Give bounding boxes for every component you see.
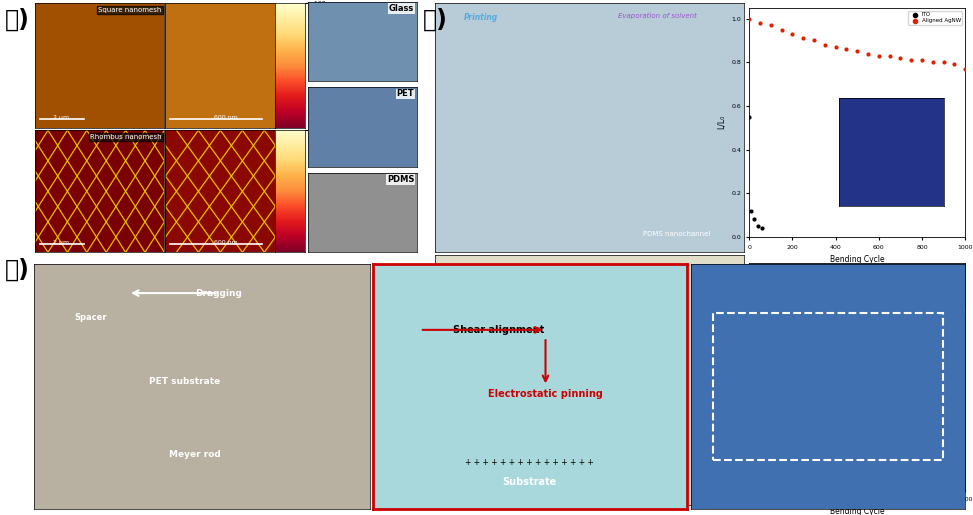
Point bbox=[871, 286, 886, 295]
Point bbox=[752, 19, 768, 27]
Point bbox=[936, 58, 952, 66]
Text: Electrostatic pinning: Electrostatic pinning bbox=[488, 389, 603, 399]
X-axis label: Bending Cycle: Bending Cycle bbox=[830, 255, 884, 264]
Point bbox=[796, 280, 811, 288]
Text: Random → Pre-alignment → Capillary alignment: Random → Pre-alignment → Capillary align… bbox=[515, 492, 665, 497]
Point bbox=[748, 373, 764, 381]
Point bbox=[915, 289, 930, 297]
Text: Evaporation of solvent: Evaporation of solvent bbox=[618, 12, 697, 19]
Text: Printing: Printing bbox=[464, 12, 498, 22]
Text: 600 nm: 600 nm bbox=[214, 115, 237, 120]
Point bbox=[807, 453, 822, 461]
Point bbox=[807, 280, 822, 288]
Point bbox=[741, 113, 757, 121]
Point bbox=[925, 291, 941, 299]
Point bbox=[892, 54, 908, 62]
Point bbox=[774, 276, 789, 284]
Text: Glass: Glass bbox=[389, 4, 414, 13]
Point bbox=[763, 21, 778, 29]
Legend: ITO, Aligned AgNW: ITO, Aligned AgNW bbox=[908, 10, 962, 25]
Point bbox=[904, 56, 919, 64]
Point bbox=[839, 45, 854, 54]
Point bbox=[776, 438, 792, 446]
Point bbox=[796, 34, 811, 42]
Text: Substrate: Substrate bbox=[503, 477, 557, 487]
Point bbox=[817, 282, 833, 290]
Point bbox=[892, 289, 908, 297]
Point bbox=[754, 224, 770, 232]
Point bbox=[784, 442, 800, 450]
Point bbox=[882, 52, 897, 60]
Bar bbox=[713, 313, 943, 460]
Point bbox=[743, 207, 759, 215]
Point bbox=[784, 30, 800, 38]
Text: Meyer rod: Meyer rod bbox=[169, 451, 221, 459]
Point bbox=[957, 65, 973, 73]
Point bbox=[947, 291, 962, 299]
Point bbox=[741, 280, 757, 288]
Point bbox=[936, 291, 952, 299]
Point bbox=[849, 464, 865, 472]
Point bbox=[784, 278, 800, 286]
Point bbox=[849, 284, 865, 293]
Point bbox=[807, 37, 822, 45]
Point bbox=[947, 60, 962, 68]
Point bbox=[741, 14, 757, 23]
Text: Rhombus nanomesh: Rhombus nanomesh bbox=[90, 134, 162, 140]
Point bbox=[871, 52, 886, 60]
Y-axis label: L/L₀: L/L₀ bbox=[717, 115, 726, 129]
Text: 다): 다) bbox=[5, 258, 30, 282]
Point bbox=[774, 25, 789, 33]
Point bbox=[750, 222, 766, 230]
Point bbox=[743, 330, 759, 338]
X-axis label: Bending Cycle: Bending Cycle bbox=[830, 507, 884, 515]
Point bbox=[741, 269, 757, 278]
Text: Spacer: Spacer bbox=[74, 313, 107, 322]
Text: + + + + + + + + + + + + + + +: + + + + + + + + + + + + + + + bbox=[465, 458, 595, 467]
Point bbox=[849, 47, 865, 56]
Text: 600 nm: 600 nm bbox=[214, 240, 237, 245]
Point bbox=[817, 457, 833, 466]
Point bbox=[839, 284, 854, 293]
Point bbox=[752, 394, 768, 403]
Text: 2 μm: 2 μm bbox=[53, 240, 69, 245]
Point bbox=[915, 56, 930, 64]
Point bbox=[839, 461, 854, 470]
Point bbox=[957, 308, 973, 316]
Point bbox=[828, 459, 844, 468]
Point bbox=[768, 425, 783, 433]
Point bbox=[828, 282, 844, 290]
Point bbox=[759, 409, 775, 418]
Text: PDMS nanochannel: PDMS nanochannel bbox=[642, 231, 710, 237]
Point bbox=[904, 289, 919, 297]
Point bbox=[745, 351, 761, 359]
Point bbox=[745, 215, 761, 224]
Point bbox=[828, 43, 844, 51]
Point bbox=[882, 286, 897, 295]
Text: Shear alignment: Shear alignment bbox=[452, 325, 544, 335]
Point bbox=[925, 58, 941, 66]
Text: Printing direction: Printing direction bbox=[520, 267, 586, 277]
Y-axis label: R / R₀: R / R₀ bbox=[717, 365, 726, 387]
Text: PET substrate: PET substrate bbox=[150, 377, 221, 386]
Text: 2 μm: 2 μm bbox=[53, 115, 69, 120]
Text: PDMS: PDMS bbox=[387, 175, 414, 184]
Text: 나): 나) bbox=[423, 8, 449, 32]
Text: 가): 가) bbox=[5, 8, 30, 32]
Point bbox=[817, 41, 833, 49]
Legend: ITO, Aligned AgNW: ITO, Aligned AgNW bbox=[908, 265, 962, 280]
Text: Dragging: Dragging bbox=[196, 288, 242, 298]
Text: PET: PET bbox=[397, 90, 414, 98]
Text: Square nanomesh: Square nanomesh bbox=[98, 7, 162, 13]
Point bbox=[752, 271, 768, 280]
Point bbox=[763, 273, 778, 282]
Point bbox=[860, 286, 876, 295]
Point bbox=[860, 49, 876, 58]
Point bbox=[796, 447, 811, 455]
